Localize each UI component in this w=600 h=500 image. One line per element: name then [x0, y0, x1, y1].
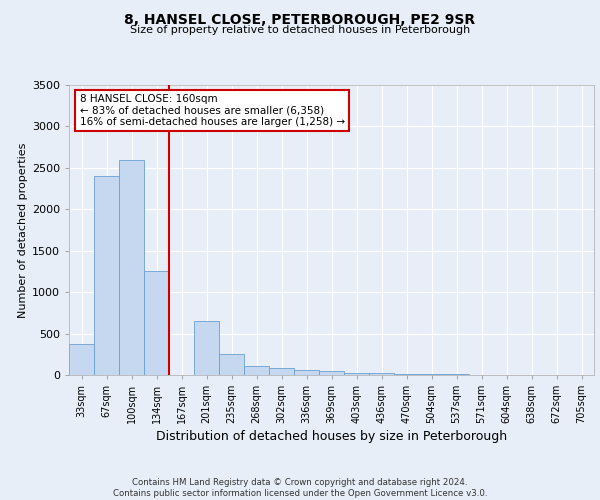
- Bar: [194, 321, 219, 375]
- Bar: [69, 344, 94, 375]
- Text: 8, HANSEL CLOSE, PETERBOROUGH, PE2 9SR: 8, HANSEL CLOSE, PETERBOROUGH, PE2 9SR: [124, 12, 476, 26]
- Text: 8 HANSEL CLOSE: 160sqm
← 83% of detached houses are smaller (6,358)
16% of semi-: 8 HANSEL CLOSE: 160sqm ← 83% of detached…: [79, 94, 344, 127]
- Bar: [144, 272, 169, 375]
- Bar: [444, 374, 469, 375]
- Text: Size of property relative to detached houses in Peterborough: Size of property relative to detached ho…: [130, 25, 470, 35]
- Bar: [94, 176, 119, 375]
- Bar: [419, 374, 444, 375]
- Y-axis label: Number of detached properties: Number of detached properties: [17, 142, 28, 318]
- Bar: [319, 371, 344, 375]
- Bar: [219, 354, 244, 375]
- Bar: [269, 368, 294, 375]
- Bar: [369, 374, 394, 375]
- Bar: [119, 160, 144, 375]
- Bar: [244, 366, 269, 375]
- Bar: [394, 374, 419, 375]
- X-axis label: Distribution of detached houses by size in Peterborough: Distribution of detached houses by size …: [156, 430, 507, 444]
- Bar: [344, 372, 369, 375]
- Text: Contains HM Land Registry data © Crown copyright and database right 2024.
Contai: Contains HM Land Registry data © Crown c…: [113, 478, 487, 498]
- Bar: [294, 370, 319, 375]
